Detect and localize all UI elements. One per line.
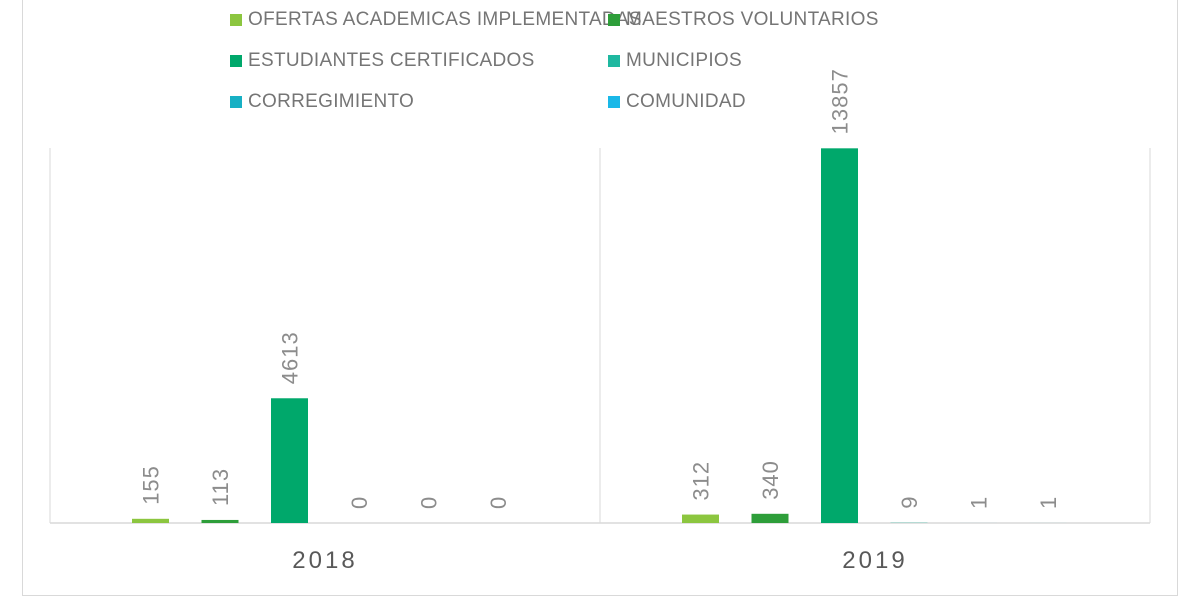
legend-label: CORREGIMIENTO xyxy=(248,91,415,112)
legend-swatch xyxy=(608,96,620,108)
legend-item-maestros: MAESTROS VOLUNTARIOS xyxy=(608,8,879,32)
legend-label: ESTUDIANTES CERTIFICADOS xyxy=(248,50,535,71)
legend-item-comunidad: COMUNIDAD xyxy=(608,90,746,114)
data-label: 340 xyxy=(758,460,783,500)
x-tick-label: 2019 xyxy=(842,547,907,574)
bar xyxy=(821,148,858,523)
bar xyxy=(201,519,239,523)
bar xyxy=(271,398,308,523)
data-label: 0 xyxy=(417,496,442,509)
bar xyxy=(132,518,169,523)
legend-item-estudiantes: ESTUDIANTES CERTIFICADOS xyxy=(230,49,535,73)
legend-swatch xyxy=(608,14,620,26)
data-label: 155 xyxy=(139,465,164,505)
legend-swatch xyxy=(230,14,242,26)
bar xyxy=(682,514,719,523)
legend-swatch xyxy=(230,55,242,67)
bar xyxy=(751,513,789,523)
x-tick-label: 2018 xyxy=(292,547,357,574)
legend-item-corregimiento: CORREGIMIENTO xyxy=(230,90,414,114)
data-label: 9 xyxy=(897,496,922,509)
legend-label: MUNICIPIOS xyxy=(626,50,742,71)
legend-item-ofertas: OFERTAS ACADEMICAS IMPLEMENTADAS xyxy=(230,8,642,32)
legend-item-municipios: MUNICIPIOS xyxy=(608,49,742,73)
data-label: 0 xyxy=(347,496,372,509)
data-label: 113 xyxy=(208,468,233,506)
legend-label: COMUNIDAD xyxy=(626,91,746,112)
chart-legend: OFERTAS ACADEMICAS IMPLEMENTADAS MAESTRO… xyxy=(230,8,930,118)
data-label: 4613 xyxy=(278,331,303,384)
legend-label: MAESTROS VOLUNTARIOS xyxy=(626,9,879,30)
data-label: 1 xyxy=(1036,496,1061,509)
legend-swatch xyxy=(608,55,620,67)
legend-swatch xyxy=(230,96,242,108)
data-label: 13857 xyxy=(828,68,853,134)
data-label: 1 xyxy=(967,496,992,509)
legend-label: OFERTAS ACADEMICAS IMPLEMENTADAS xyxy=(248,9,642,30)
data-label: 312 xyxy=(689,461,714,501)
data-label: 0 xyxy=(486,496,511,509)
